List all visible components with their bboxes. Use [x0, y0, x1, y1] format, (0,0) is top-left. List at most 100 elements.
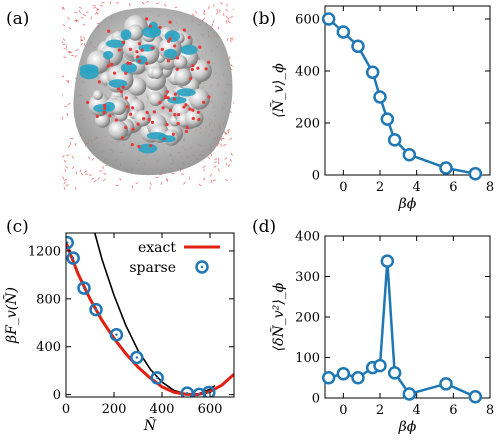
chart-c: 0 200 400 600 0 400 800 1200 ÑβF_v(Ñ) exact sparse [2, 232, 235, 434]
water-molecule [62, 38, 66, 42]
water-molecule [221, 137, 225, 140]
oxygen-atom [126, 61, 130, 65]
oxygen-atom [158, 100, 162, 105]
oxygen-atom [114, 118, 118, 122]
water-molecule [145, 0, 149, 3]
water-molecule [228, 163, 231, 168]
water-molecule [109, 1, 112, 5]
water-molecule [66, 80, 69, 83]
water-molecule [96, 7, 99, 11]
black-curve [94, 233, 216, 395]
water-molecule [67, 16, 70, 20]
solute-patch [103, 50, 114, 60]
oxygen-atom [189, 76, 193, 81]
oxygen-atom [162, 137, 166, 141]
oxygen-atom [165, 123, 169, 127]
water-molecule [217, 168, 220, 172]
water-molecule [195, 10, 197, 14]
y-axis-label: ⟨δÑ_v²⟩_ϕ [269, 282, 287, 351]
panel-label-a: (a) [6, 9, 29, 29]
chart-b: 0 2 4 6 8 0 200 400 600 βϕ ⟨Ñ_v⟩_ϕ [269, 5, 494, 212]
oxygen-atom [130, 106, 135, 110]
oxygen-atom [86, 100, 90, 104]
water-molecule [135, 182, 139, 185]
data-point [468, 390, 483, 404]
oxygen-atom [161, 106, 165, 110]
water-molecule [79, 6, 83, 9]
x-tick-label: 4 [413, 403, 421, 418]
water-molecule [230, 15, 234, 18]
water-molecule [229, 137, 233, 140]
water-molecule [227, 20, 231, 24]
water-molecule [68, 26, 72, 30]
water-molecule [217, 161, 220, 165]
water-molecule [75, 49, 79, 52]
water-molecule [149, 182, 152, 186]
oxygen-atom [182, 28, 187, 32]
oxygen-atom [140, 48, 144, 52]
oxygen-atom [167, 39, 171, 43]
water-molecule [62, 154, 65, 158]
water-molecule [217, 26, 220, 30]
water-molecule [212, 19, 215, 23]
data-point [66, 251, 80, 265]
x-tick-label: 8 [486, 403, 494, 418]
x-tick-label: 6 [449, 403, 457, 418]
oxygen-atom [190, 67, 194, 72]
oxygen-atom [160, 47, 164, 51]
oxygen-atom [131, 127, 135, 131]
data-point-center [207, 391, 210, 394]
oxygen-atom [158, 25, 162, 29]
water-molecule [91, 157, 95, 161]
oxygen-atom [95, 114, 99, 118]
water-molecule [82, 23, 86, 26]
oxygen-atom [191, 116, 195, 121]
water-molecule [62, 6, 64, 10]
solute-patch [120, 62, 138, 74]
data-point [373, 90, 387, 104]
oxygen-atom [166, 96, 170, 100]
water-molecule [213, 165, 217, 168]
oxygen-atom [150, 120, 155, 124]
x-tick-label: 0 [339, 403, 347, 418]
solute-patch [163, 48, 178, 59]
water-molecule [224, 132, 228, 135]
atom-sphere [151, 67, 163, 79]
y-axis-label: ⟨Ñ_v⟩_ϕ [269, 63, 287, 118]
water-molecule [71, 155, 75, 159]
oxygen-atom [149, 144, 153, 148]
data-point-center [82, 286, 86, 290]
water-molecule [210, 179, 212, 183]
oxygen-atom [106, 64, 111, 68]
water-molecule [88, 156, 91, 160]
data-point-center [94, 308, 98, 311]
water-molecule [210, 153, 213, 157]
data-point [468, 166, 483, 181]
oxygen-atom [137, 145, 141, 149]
oxygen-atom [196, 110, 200, 114]
water-molecule [80, 42, 83, 46]
y-tick-label: 600 [295, 13, 320, 28]
water-molecule [91, 177, 95, 181]
water-molecule [220, 137, 222, 141]
oxygen-atom [108, 114, 112, 118]
x-tick-label: 4 [413, 180, 421, 195]
series-line [327, 18, 476, 175]
oxygen-atom [184, 129, 188, 134]
water-molecule [62, 43, 66, 46]
oxygen-atom [137, 59, 142, 63]
water-molecule [230, 152, 233, 156]
water-molecule [103, 172, 107, 175]
oxygen-atom [202, 100, 206, 104]
oxygen-atom [175, 56, 180, 60]
water-molecule [93, 7, 97, 9]
y-tick-label: 800 [36, 292, 61, 307]
y-tick-label: 0 [312, 392, 320, 407]
legend: exact sparse [129, 240, 220, 276]
solute-patch [176, 88, 196, 97]
oxygen-atom [173, 113, 177, 117]
water-molecule [78, 10, 81, 14]
y-tick-label: 0 [312, 169, 320, 184]
y-tick-label: 400 [36, 340, 61, 355]
